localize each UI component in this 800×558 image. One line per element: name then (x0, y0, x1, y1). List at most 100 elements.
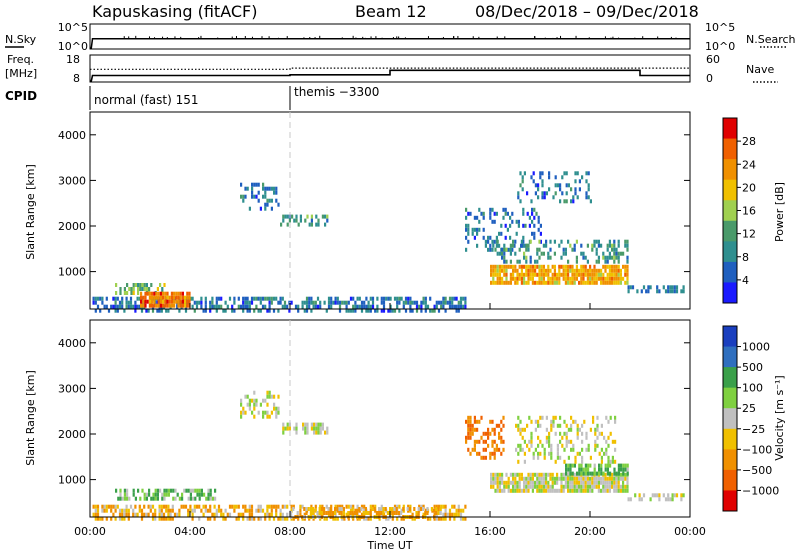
range-gate-cell (453, 304, 456, 309)
range-gate-cell (324, 430, 327, 435)
range-gate-cell (608, 239, 611, 244)
range-gate-cell (264, 304, 267, 309)
range-gate-cell (147, 308, 150, 313)
range-gate-cell (99, 308, 102, 313)
range-gate-cell (547, 251, 550, 256)
range-gate-cell (266, 414, 269, 419)
range-gate-cell (548, 431, 551, 436)
range-gate-cell (380, 511, 383, 515)
range-gate-cell (118, 508, 122, 513)
range-gate-cell (179, 291, 182, 296)
range-gate-cell (569, 268, 572, 273)
range-gate-cell (319, 504, 322, 509)
range-gate-cell (321, 426, 324, 431)
range-gate-cell (191, 512, 194, 517)
range-gate-cell (507, 280, 510, 285)
range-gate-cell (496, 280, 499, 285)
range-gate-cell (673, 289, 676, 294)
range-gate-cell (584, 488, 587, 493)
range-gate-cell (556, 451, 559, 456)
range-gate-cell (442, 512, 445, 517)
range-gate-cell (336, 507, 339, 511)
range-gate-cell (489, 207, 492, 212)
range-gate-cell (571, 276, 574, 281)
range-gate-cell (465, 419, 468, 424)
range-gate-cell (522, 207, 525, 212)
range-gate-cell (189, 508, 192, 513)
range-gate-cell (471, 431, 474, 436)
range-gate-cell (242, 410, 245, 415)
range-gate-cell (270, 186, 273, 191)
range-gate-cell (114, 300, 117, 305)
range-gate-cell (530, 175, 533, 180)
range-gate-cell (162, 504, 166, 509)
range-gate-cell (536, 484, 539, 489)
range-gate-cell (148, 291, 151, 296)
range-gate-cell (594, 427, 597, 432)
range-gate-cell (198, 516, 201, 521)
range-gate-cell (360, 504, 364, 509)
range-gate-cell (217, 504, 221, 509)
cpid-label: CPID (5, 89, 37, 103)
range-gate-cell (246, 508, 249, 513)
range-gate-cell (323, 516, 326, 521)
range-gate-cell (187, 512, 190, 517)
range-gate-cell (586, 276, 589, 281)
range-gate-cell (505, 259, 508, 264)
range-gate-cell (526, 443, 529, 448)
range-gate-cell (606, 272, 609, 277)
range-gate-cell (538, 484, 541, 489)
range-gate-cell (606, 280, 609, 285)
range-gate-cell (573, 276, 576, 281)
range-gate-cell (273, 186, 276, 191)
range-gate-cell (105, 508, 108, 513)
range-gate-cell (233, 308, 236, 313)
range-gate-cell (478, 439, 481, 444)
range-gate-cell (560, 484, 563, 489)
range-gate-cell (526, 191, 529, 196)
range-gate-cell (125, 504, 128, 509)
range-gate-cell (257, 516, 260, 521)
range-gate-cell (507, 476, 510, 481)
range-gate-cell (121, 496, 124, 501)
colorbar-swatch (723, 408, 737, 430)
range-gate-cell (138, 504, 141, 509)
range-gate-cell (620, 467, 623, 472)
range-gate-cell (571, 476, 574, 481)
range-gate-cell (553, 488, 556, 493)
range-gate-cell (617, 467, 620, 472)
range-gate-cell (429, 308, 432, 313)
range-gate-cell (516, 259, 519, 264)
range-gate-cell (593, 471, 596, 476)
range-gate-cell (465, 235, 468, 240)
range-gate-cell (570, 423, 573, 428)
range-gate-cell (501, 251, 504, 256)
range-gate-cell (587, 171, 590, 176)
range-gate-cell (167, 512, 170, 517)
range-gate-cell (505, 484, 508, 489)
range-gate-cell (614, 439, 617, 444)
range-gate-cell (211, 300, 214, 305)
range-gate-cell (268, 504, 271, 509)
range-gate-cell (527, 480, 530, 485)
range-gate-cell (602, 476, 605, 481)
range-gate-cell (299, 218, 302, 223)
range-gate-cell (545, 435, 548, 440)
range-gate-cell (529, 259, 532, 264)
range-gate-cell (303, 507, 306, 511)
range-gate-cell (338, 507, 341, 511)
range-gate-cell (593, 476, 596, 481)
range-gate-cell (257, 198, 260, 203)
range-gate-cell (319, 300, 322, 305)
range-gate-cell (161, 492, 164, 497)
range-gate-cell (565, 171, 568, 176)
range-gate-cell (518, 259, 521, 264)
range-gate-cell (493, 431, 496, 436)
range-gate-cell (592, 419, 595, 424)
range-gate-cell (595, 272, 598, 277)
range-gate-cell (143, 492, 146, 497)
range-gate-cell (512, 476, 515, 481)
range-gate-cell (240, 410, 243, 415)
range-gate-cell (574, 171, 577, 176)
